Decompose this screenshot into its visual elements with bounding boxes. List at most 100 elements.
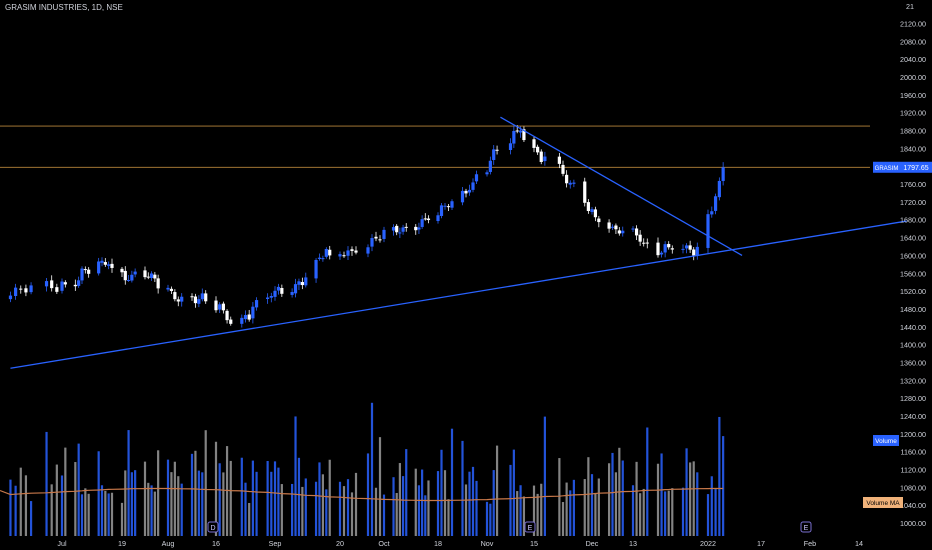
volume-bar xyxy=(153,491,156,536)
volume-bar xyxy=(558,458,561,536)
volume-bar xyxy=(294,416,297,536)
candle-body xyxy=(324,249,328,257)
volume-bar xyxy=(692,461,695,536)
volume-bar xyxy=(240,457,243,536)
candle-body xyxy=(346,250,350,256)
candle-body xyxy=(8,295,13,300)
volume-bar xyxy=(461,440,464,536)
volume-bar xyxy=(19,467,22,536)
event-marker xyxy=(800,521,812,533)
volume-bar xyxy=(273,461,277,536)
volume-bar xyxy=(509,464,512,536)
volume-bar xyxy=(157,450,160,536)
price-tick-label: 1480.00 xyxy=(900,305,926,314)
candle-body xyxy=(706,214,710,248)
volume-bar xyxy=(270,471,273,536)
candle-body xyxy=(610,226,615,228)
candle-body xyxy=(14,287,18,296)
price-tick-label: 1920.00 xyxy=(900,109,926,118)
volume-bar xyxy=(60,475,64,536)
candle-body xyxy=(378,239,382,241)
candle-body xyxy=(590,209,594,213)
volume-bar xyxy=(325,489,328,536)
candle-body xyxy=(123,270,127,281)
candle-body xyxy=(404,226,408,228)
candle-body xyxy=(561,164,565,174)
volume-bar xyxy=(696,472,699,536)
volume-bar xyxy=(318,462,321,536)
volume-bar xyxy=(190,453,194,536)
volume-bar xyxy=(492,470,495,536)
volume-bar xyxy=(134,470,137,536)
price-tick-label: 2040.00 xyxy=(900,55,926,64)
candle-body xyxy=(423,218,427,220)
candle-body xyxy=(146,276,150,278)
volume-bar xyxy=(45,431,48,536)
time-tick-label: 18 xyxy=(434,539,442,548)
candle-body xyxy=(395,225,399,233)
volume-bar xyxy=(166,459,170,536)
candle-body xyxy=(103,262,107,265)
volume-bar xyxy=(587,457,590,536)
event-marker-label: E xyxy=(528,525,533,532)
candle-body xyxy=(269,295,273,298)
volume-bar xyxy=(611,452,614,536)
volume-ma-tag-label: Volume MA xyxy=(866,500,900,507)
candle-body xyxy=(225,310,229,321)
candle-body xyxy=(721,167,725,182)
candle-body xyxy=(536,146,540,153)
candle-body xyxy=(631,228,635,230)
candle-body xyxy=(539,151,543,162)
candle-body xyxy=(436,215,440,221)
volume-bar xyxy=(631,485,635,536)
time-tick-label: Feb xyxy=(804,539,816,548)
volume-bar xyxy=(55,464,58,536)
candle-body xyxy=(565,174,569,184)
candle-body xyxy=(374,236,378,239)
volume-bar xyxy=(443,470,447,536)
candle-body xyxy=(443,205,447,207)
volume-bar xyxy=(436,471,440,536)
candle-body xyxy=(63,282,67,285)
price-tick-label: 1320.00 xyxy=(900,376,926,385)
volume-bar xyxy=(74,462,77,536)
candle-body xyxy=(60,281,64,291)
candle-body xyxy=(607,222,611,229)
volume-bar xyxy=(405,449,408,536)
price-tick-label: 1960.00 xyxy=(900,91,926,100)
volume-bar xyxy=(642,488,645,536)
volume-bar xyxy=(378,437,382,536)
volume-bar xyxy=(14,485,17,536)
volume-bar xyxy=(414,468,417,536)
time-tick-label: 19 xyxy=(118,539,126,548)
last-price-label: 1797.65 xyxy=(903,165,928,172)
candle-body xyxy=(543,156,547,162)
candle-body xyxy=(467,189,472,193)
volume-bar xyxy=(718,416,721,536)
candle-body xyxy=(314,259,318,279)
candle-body xyxy=(460,190,465,203)
volume-bar xyxy=(664,491,667,536)
volume-bar xyxy=(84,488,87,536)
volume-bar xyxy=(180,483,183,536)
candle-body xyxy=(200,293,204,300)
volume-bar xyxy=(660,453,663,536)
volume-bar xyxy=(621,460,624,536)
time-tick-label: 14 xyxy=(855,539,863,548)
candle-body xyxy=(176,299,180,302)
candle-body xyxy=(156,278,160,289)
candle-body xyxy=(107,264,111,266)
candle-body xyxy=(508,143,513,151)
candle-body xyxy=(586,202,590,212)
price-tick-label: 1760.00 xyxy=(900,180,926,189)
candle-body xyxy=(398,232,402,234)
volume-bar xyxy=(127,430,130,536)
candle-body xyxy=(532,139,536,148)
candle-body xyxy=(512,131,516,144)
candle-body xyxy=(515,130,519,132)
price-tick-label: 1240.00 xyxy=(900,412,926,421)
price-tick-label: 1720.00 xyxy=(900,198,926,207)
candle-body xyxy=(391,227,396,231)
